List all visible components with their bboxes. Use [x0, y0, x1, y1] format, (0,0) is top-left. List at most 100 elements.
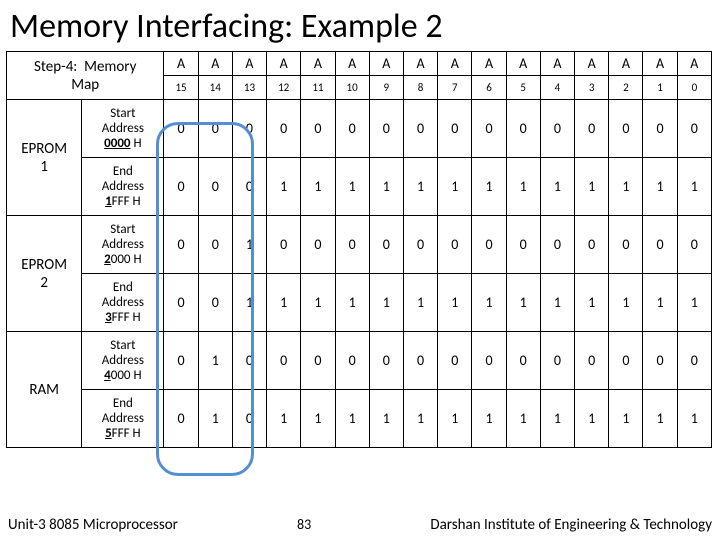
bit-cell: 1 — [403, 390, 437, 448]
bit-cell: 1 — [609, 158, 643, 216]
bit-cell: 1 — [609, 390, 643, 448]
step-a: Step-4: — [34, 58, 77, 76]
bit-cell: 0 — [506, 216, 540, 274]
device-name: EPROM2 — [7, 216, 82, 332]
bit-cell: 1 — [335, 158, 369, 216]
hdr-A: A — [403, 52, 437, 76]
bit-cell: 0 — [267, 216, 301, 274]
bit-index: 0 — [677, 76, 711, 100]
bit-cell: 1 — [575, 390, 609, 448]
bit-cell: 1 — [232, 216, 266, 274]
bit-cell: 1 — [335, 274, 369, 332]
bit-cell: 1 — [506, 390, 540, 448]
bit-cell: 0 — [335, 216, 369, 274]
bit-cell: 1 — [438, 390, 472, 448]
address-label: StartAddress4000 H — [82, 332, 164, 390]
bit-cell: 0 — [164, 274, 198, 332]
bit-cell: 1 — [369, 274, 403, 332]
bit-cell: 1 — [677, 158, 711, 216]
bit-cell: 0 — [164, 158, 198, 216]
bit-cell: 1 — [198, 390, 232, 448]
bit-cell: 1 — [540, 390, 574, 448]
hdr-A: A — [643, 52, 677, 76]
bit-cell: 1 — [540, 274, 574, 332]
bit-cell: 1 — [472, 390, 506, 448]
hdr-A: A — [301, 52, 335, 76]
footer-page: 83 — [297, 516, 311, 533]
bit-cell: 0 — [164, 390, 198, 448]
address-label: EndAddress3FFF H — [82, 274, 164, 332]
device-name: RAM — [7, 332, 82, 448]
bit-index: 12 — [267, 76, 301, 100]
bit-cell: 0 — [369, 100, 403, 158]
bit-cell: 0 — [438, 100, 472, 158]
bit-cell: 1 — [438, 158, 472, 216]
bit-cell: 0 — [164, 100, 198, 158]
bit-cell: 1 — [472, 158, 506, 216]
step-c: Map — [71, 76, 99, 94]
bit-cell: 1 — [232, 274, 266, 332]
bit-index: 4 — [540, 76, 574, 100]
bit-cell: 0 — [609, 332, 643, 390]
hdr-A: A — [335, 52, 369, 76]
bit-cell: 1 — [267, 274, 301, 332]
bit-cell: 1 — [575, 274, 609, 332]
bit-cell: 1 — [540, 158, 574, 216]
bit-cell: 0 — [198, 158, 232, 216]
bit-cell: 1 — [267, 390, 301, 448]
hdr-A: A — [540, 52, 574, 76]
address-label: EndAddress5FFF H — [82, 390, 164, 448]
bit-cell: 0 — [506, 100, 540, 158]
bit-cell: 0 — [232, 100, 266, 158]
bit-cell: 0 — [575, 332, 609, 390]
bit-cell: 0 — [677, 332, 711, 390]
bit-cell: 0 — [301, 100, 335, 158]
bit-index: 7 — [438, 76, 472, 100]
bit-cell: 0 — [164, 332, 198, 390]
bit-cell: 0 — [198, 216, 232, 274]
bit-index: 1 — [643, 76, 677, 100]
bit-cell: 0 — [609, 216, 643, 274]
hdr-A: A — [232, 52, 266, 76]
memory-map-table: Step-4: Memory Map A A A A A A A A A A A… — [6, 51, 712, 448]
bit-cell: 0 — [677, 100, 711, 158]
bit-cell: 0 — [232, 390, 266, 448]
bit-cell: 0 — [643, 100, 677, 158]
bit-cell: 1 — [643, 158, 677, 216]
bit-cell: 0 — [438, 332, 472, 390]
bit-cell: 1 — [643, 390, 677, 448]
step-b: Memory — [84, 58, 136, 76]
address-label: StartAddress0000 H — [82, 100, 164, 158]
bit-cell: 0 — [335, 332, 369, 390]
bit-cell: 1 — [643, 274, 677, 332]
bit-cell: 0 — [267, 332, 301, 390]
bit-cell: 1 — [369, 390, 403, 448]
bit-cell: 0 — [540, 216, 574, 274]
bit-cell: 1 — [506, 158, 540, 216]
bit-cell: 0 — [575, 100, 609, 158]
bit-index: 13 — [232, 76, 266, 100]
bit-cell: 0 — [438, 216, 472, 274]
address-label: EndAddress1FFF H — [82, 158, 164, 216]
bit-cell: 0 — [609, 100, 643, 158]
step-label: Step-4: Memory Map — [7, 52, 164, 100]
bit-cell: 0 — [369, 216, 403, 274]
bit-cell: 1 — [301, 274, 335, 332]
bit-cell: 1 — [403, 158, 437, 216]
bit-cell: 0 — [335, 100, 369, 158]
footer: Unit-3 8085 Microprocessor 83 Darshan In… — [8, 516, 712, 534]
bit-cell: 0 — [472, 100, 506, 158]
bit-cell: 1 — [301, 390, 335, 448]
bit-index: 14 — [198, 76, 232, 100]
hdr-A: A — [609, 52, 643, 76]
bit-cell: 0 — [403, 216, 437, 274]
bit-index: 9 — [369, 76, 403, 100]
bit-cell: 0 — [267, 100, 301, 158]
bit-cell: 0 — [643, 216, 677, 274]
hdr-A: A — [677, 52, 711, 76]
hdr-A: A — [164, 52, 198, 76]
bit-index: 5 — [506, 76, 540, 100]
bit-cell: 1 — [267, 158, 301, 216]
bit-cell: 0 — [540, 332, 574, 390]
bit-cell: 0 — [301, 332, 335, 390]
